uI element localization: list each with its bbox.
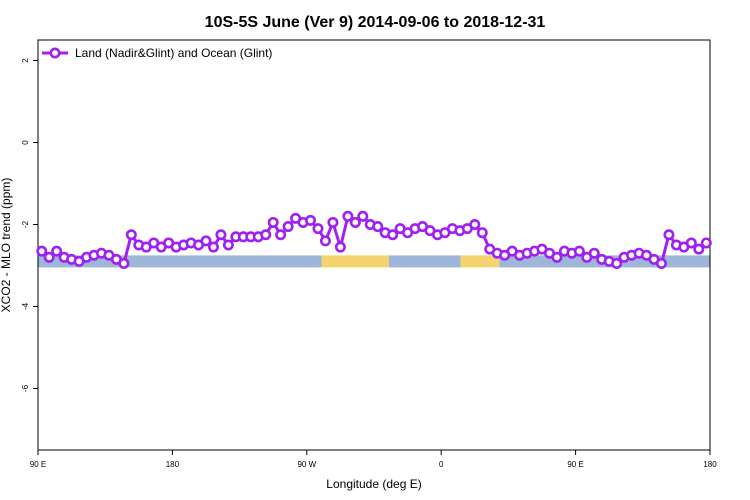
data-point [588,247,600,259]
data-point [611,257,623,269]
data-point [215,229,227,241]
x-tick-label: 90 W [297,460,316,469]
surface-segment-land [321,255,389,268]
data-point [207,241,219,253]
data-point [200,235,212,247]
y-axis-label: XCO2 - MLO trend (ppm) [0,178,13,313]
data-point [275,229,287,241]
chart-title: 10S-5S June (Ver 9) 2014-09-06 to 2018-1… [205,14,546,31]
data-point [267,216,279,228]
data-point [36,245,48,257]
legend-label: Land (Nadir&Glint) and Ocean (Glint) [75,46,272,60]
data-point [342,210,354,222]
x-axis-label: Longitude (deg E) [326,477,421,491]
data-point [319,235,331,247]
y-tick-label: 2 [21,58,30,63]
x-tick-label: 180 [166,460,180,469]
y-axis: 2 0 -2 -4 -6 [21,58,38,392]
data-point [312,223,324,235]
x-axis: 90 E 180 90 W 0 90 E 180 [30,450,717,469]
data-point [551,251,563,263]
data-point [663,229,675,241]
series-layer [36,210,712,269]
data-point [349,216,361,228]
data-point [260,229,272,241]
data-point [387,229,399,241]
data-point [282,221,294,233]
x-tick-label: 0 [439,460,444,469]
data-point [222,239,234,251]
legend: Land (Nadir&Glint) and Ocean (Glint) [42,46,272,60]
data-point [476,227,488,239]
data-point [305,214,317,226]
data-point [118,257,130,269]
x-tick-label: 90 E [567,460,583,469]
y-tick-label: -6 [21,384,30,392]
data-point [693,243,705,255]
surface-segment-ocean [126,255,322,268]
data-point [334,241,346,253]
data-point [327,216,339,228]
data-point [685,237,697,249]
data-point [372,221,384,233]
surface-segment-ocean [388,255,461,268]
data-point [469,219,481,231]
data-point [43,251,55,263]
x-tick-label: 180 [703,460,717,469]
data-point [573,245,585,257]
y-tick-label: -2 [21,220,30,228]
legend-marker [49,47,61,59]
surface-segment-land [460,255,500,268]
x-tick-label: 90 E [30,460,46,469]
data-point [357,210,369,222]
data-point [51,245,63,257]
data-point [700,237,712,249]
data-point [125,229,137,241]
data-point [655,257,667,269]
y-tick-label: -4 [21,302,30,310]
y-tick-label: 0 [21,140,30,145]
